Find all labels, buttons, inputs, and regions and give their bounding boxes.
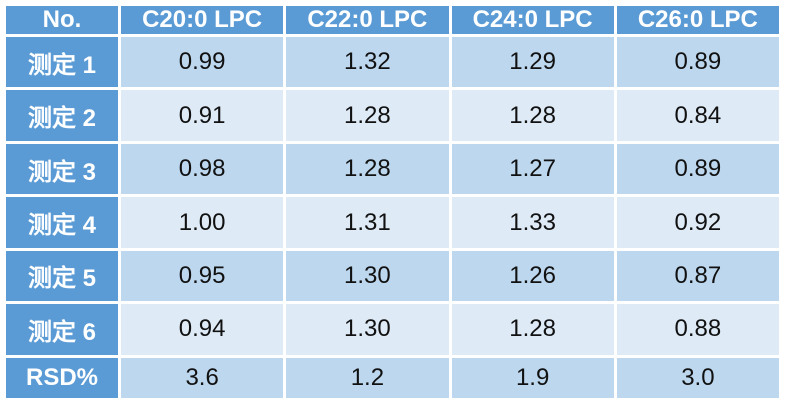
table-cell: 3.0 (616, 357, 779, 398)
table-cell: 1.2 (286, 357, 449, 398)
table-cell: 0.94 (121, 304, 284, 355)
row-label: 测定 5 (6, 250, 118, 302)
header-c24: C24:0 LPC (451, 6, 614, 34)
table-cell: 0.98 (121, 143, 284, 195)
header-row: No. C20:0 LPC C22:0 LPC C24:0 LPC C26:0 … (6, 6, 779, 34)
header-no: No. (6, 6, 118, 34)
table-cell: 0.89 (616, 143, 779, 195)
row-label: 测定 4 (6, 197, 118, 248)
table-cell: 1.28 (451, 90, 614, 141)
header-c26: C26:0 LPC (616, 6, 779, 34)
table-cell: 1.26 (451, 250, 614, 302)
table-row: 测定 4 1.00 1.31 1.33 0.92 (6, 197, 779, 248)
table-cell: 0.89 (616, 37, 779, 88)
table-cell: 0.87 (616, 250, 779, 302)
table-cell: 0.91 (121, 90, 284, 141)
row-label: 测定 6 (6, 304, 118, 355)
table-cell: 0.99 (121, 37, 284, 88)
table-cell: 1.30 (286, 304, 449, 355)
table-cell: 0.92 (616, 197, 779, 248)
row-label: RSD% (6, 357, 118, 398)
table-cell: 1.29 (451, 37, 614, 88)
table-row: 测定 1 0.99 1.32 1.29 0.89 (6, 37, 779, 88)
row-label: 测定 3 (6, 143, 118, 195)
table-row: 测定 5 0.95 1.30 1.26 0.87 (6, 250, 779, 302)
data-table-container: No. C20:0 LPC C22:0 LPC C24:0 LPC C26:0 … (3, 3, 782, 401)
table-cell: 1.00 (121, 197, 284, 248)
table-cell: 1.32 (286, 37, 449, 88)
table-cell: 1.31 (286, 197, 449, 248)
table-cell: 1.28 (286, 90, 449, 141)
table-row: 测定 6 0.94 1.30 1.28 0.88 (6, 304, 779, 355)
table-cell: 0.88 (616, 304, 779, 355)
lpc-measurement-table: No. C20:0 LPC C22:0 LPC C24:0 LPC C26:0 … (3, 3, 782, 401)
table-cell: 1.30 (286, 250, 449, 302)
table-cell: 0.95 (121, 250, 284, 302)
table-row: 测定 2 0.91 1.28 1.28 0.84 (6, 90, 779, 141)
table-row: 测定 3 0.98 1.28 1.27 0.89 (6, 143, 779, 195)
row-label: 测定 2 (6, 90, 118, 141)
header-c22: C22:0 LPC (286, 6, 449, 34)
table-cell: 0.84 (616, 90, 779, 141)
table-cell: 1.28 (286, 143, 449, 195)
table-cell: 1.9 (451, 357, 614, 398)
table-cell: 1.27 (451, 143, 614, 195)
table-cell: 1.33 (451, 197, 614, 248)
table-cell: 1.28 (451, 304, 614, 355)
table-cell: 3.6 (121, 357, 284, 398)
table-row: RSD% 3.6 1.2 1.9 3.0 (6, 357, 779, 398)
row-label: 测定 1 (6, 37, 118, 88)
header-c20: C20:0 LPC (121, 6, 284, 34)
